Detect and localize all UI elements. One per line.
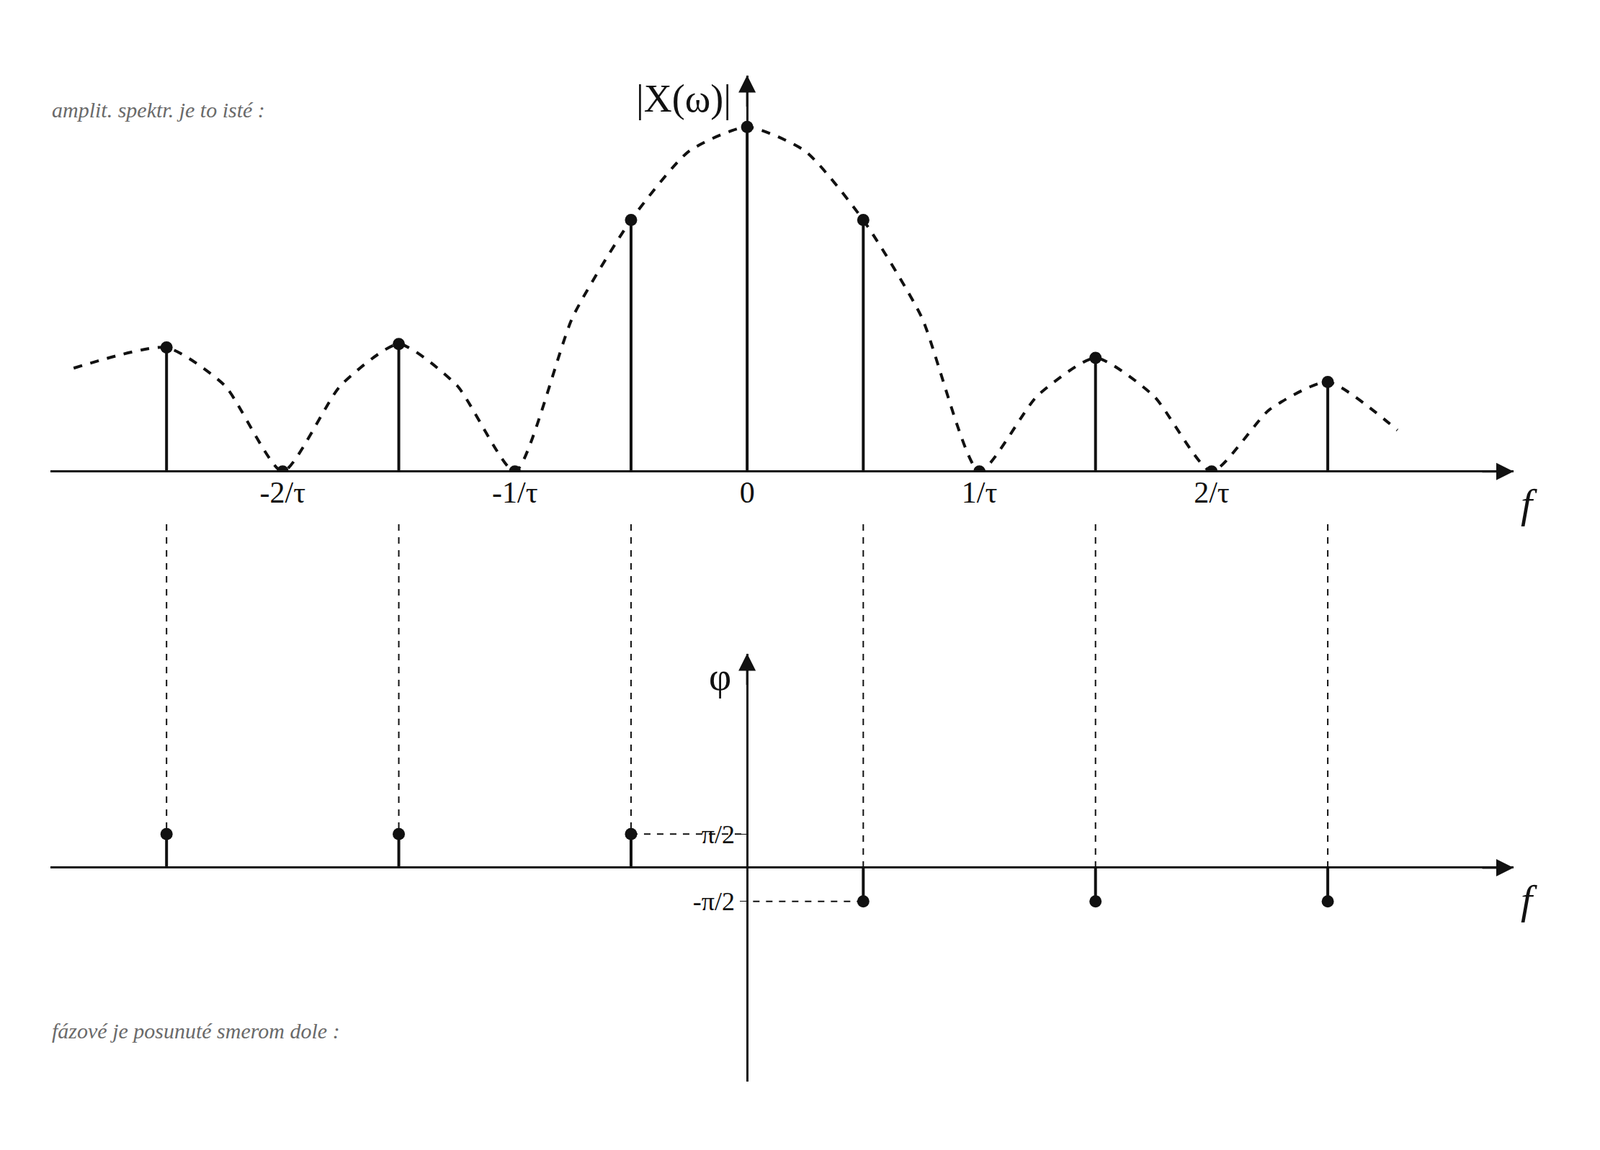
- svg-text:amplit. spektr. je to isté :: amplit. spektr. je to isté :: [51, 97, 266, 122]
- svg-text:fázové je posunuté smerom dole: fázové je posunuté smerom dole :: [51, 1019, 341, 1044]
- svg-text:-1/τ: -1/τ: [492, 476, 539, 510]
- svg-text:f: f: [1520, 876, 1538, 924]
- svg-text:-2/τ: -2/τ: [260, 476, 307, 510]
- svg-text:1/τ: 1/τ: [961, 476, 998, 510]
- svg-text:f: f: [1520, 480, 1538, 528]
- svg-text:-π/2: -π/2: [693, 887, 735, 917]
- svg-text:2/τ: 2/τ: [1193, 476, 1230, 510]
- svg-text:0: 0: [739, 476, 755, 510]
- svg-text:π/2: π/2: [701, 820, 735, 850]
- svg-text:|X(ω)|: |X(ω)|: [636, 77, 732, 121]
- svg-text:φ: φ: [708, 655, 732, 699]
